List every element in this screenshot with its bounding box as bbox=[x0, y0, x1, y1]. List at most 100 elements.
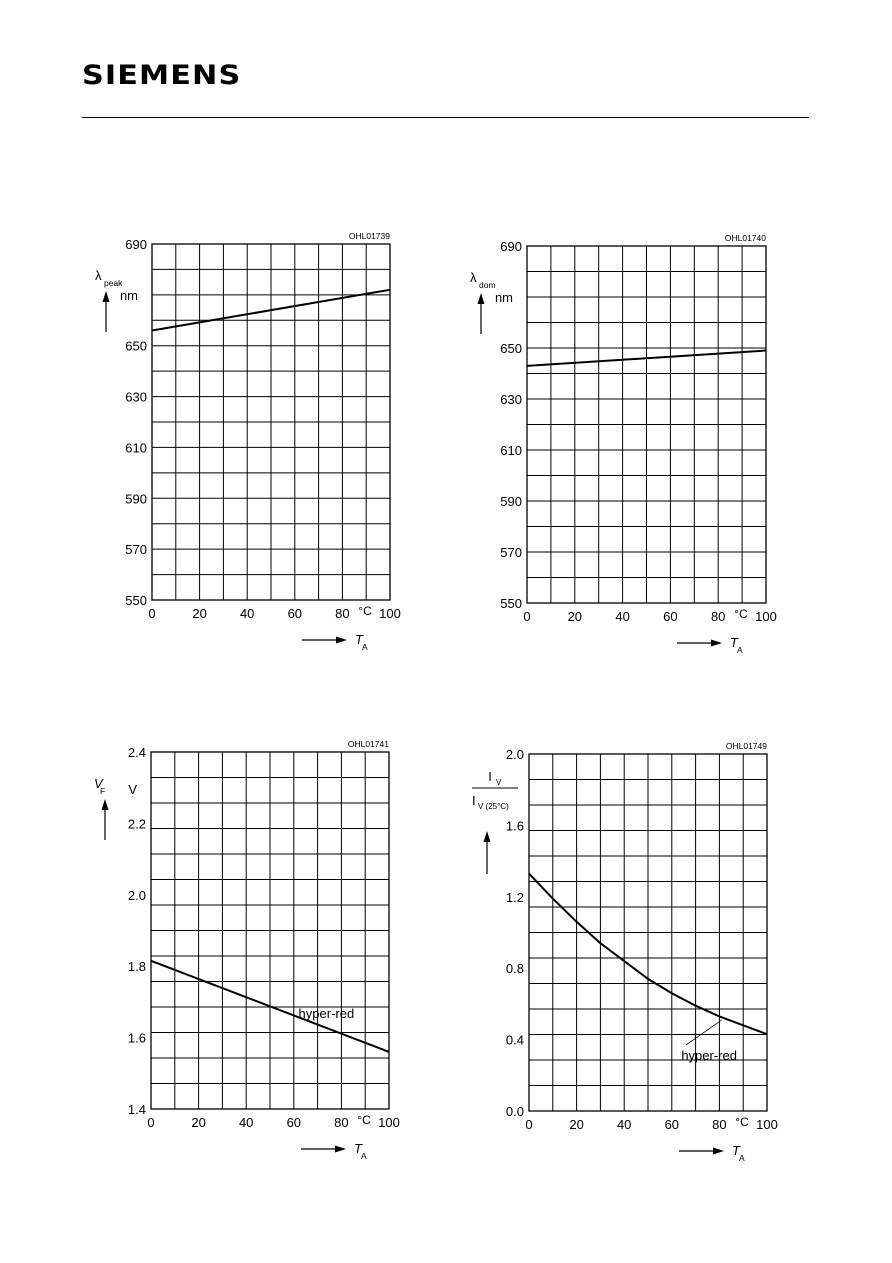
x-tick-label: 80 bbox=[711, 609, 725, 624]
y-tick-label: 550 bbox=[500, 596, 522, 611]
x-tick-label: 60 bbox=[287, 1115, 301, 1130]
y-tick-label: 1.2 bbox=[506, 890, 524, 905]
x-tick-label: 80 bbox=[334, 1115, 348, 1130]
y-tick-label: 650 bbox=[500, 341, 522, 356]
y-axis-numerator-sub: V bbox=[496, 778, 502, 787]
grid bbox=[529, 754, 767, 1111]
chart-code: OHL01739 bbox=[349, 231, 390, 241]
y-tick-label: 690 bbox=[125, 237, 147, 252]
chart-code: OHL01749 bbox=[726, 741, 767, 751]
x-tick-label: 20 bbox=[569, 1117, 583, 1132]
chart-code: OHL01741 bbox=[348, 739, 389, 749]
x-tick-label: 80 bbox=[335, 606, 349, 621]
y-axis-arrow-head bbox=[477, 293, 485, 304]
y-axis-arrow-head bbox=[102, 291, 110, 302]
y-tick-label: 0.0 bbox=[506, 1104, 524, 1119]
y-tick-label: 1.6 bbox=[128, 1031, 146, 1046]
chart-peak-wavelength: 550 570 590 610 630 650 690 0 20 40 60 80 100 °C OHL01… bbox=[95, 231, 401, 652]
y-tick-label: 570 bbox=[125, 542, 147, 557]
x-axis-arrow-head bbox=[711, 639, 722, 647]
y-tick-label: 0.4 bbox=[506, 1033, 524, 1048]
y-axis-subscript: F bbox=[100, 786, 105, 796]
y-tick-label: 630 bbox=[500, 392, 522, 407]
y-tick-label: 0.8 bbox=[506, 961, 524, 976]
y-tick-label: 590 bbox=[125, 491, 147, 506]
x-axis-symbol: T bbox=[354, 1141, 363, 1156]
chart-code: OHL01740 bbox=[725, 233, 766, 243]
series-label-leader bbox=[685, 1019, 723, 1046]
series-label: hyper-red bbox=[681, 1048, 737, 1063]
y-tick-label: 610 bbox=[500, 443, 522, 458]
series-label: hyper-red bbox=[299, 1006, 355, 1021]
y-tick-label: 2.0 bbox=[128, 888, 146, 903]
y-tick-label: 630 bbox=[125, 390, 147, 405]
x-axis-subscript: A bbox=[362, 642, 368, 652]
x-tick-label: 0 bbox=[147, 1115, 154, 1130]
y-tick-label: 650 bbox=[125, 339, 147, 354]
chart-relative-intensity: 0.0 0.4 0.8 1.2 1.6 2.0 0 20 40 60 80 100 °C OHL01749… bbox=[472, 741, 778, 1163]
y-tick-label: 550 bbox=[125, 593, 147, 608]
x-tick-label: 100 bbox=[378, 1115, 400, 1130]
chart-dominant-wavelength: 550 570 590 610 630 650 690 0 20 40 60 80 100 °C OHL01… bbox=[470, 233, 777, 655]
y-tick-label: 2.2 bbox=[128, 816, 146, 831]
plot-frame bbox=[526, 245, 767, 604]
x-tick-label: 40 bbox=[240, 606, 254, 621]
series-line bbox=[150, 959, 390, 1053]
y-tick-label: 1.8 bbox=[128, 959, 146, 974]
x-tick-label: 40 bbox=[615, 609, 629, 624]
y-axis-subscript: dom bbox=[479, 280, 496, 290]
siemens-logo: SIEMENS bbox=[82, 60, 242, 91]
x-tick-label: 100 bbox=[755, 609, 777, 624]
x-tick-label: 40 bbox=[617, 1117, 631, 1132]
y-axis-symbol: V bbox=[94, 776, 104, 791]
y-tick-label: 2.4 bbox=[128, 745, 146, 760]
y-tick-label: 1.4 bbox=[128, 1102, 146, 1117]
y-axis-numerator: I bbox=[488, 769, 492, 784]
y-tick-label: 570 bbox=[500, 545, 522, 560]
y-tick-label: 610 bbox=[125, 440, 147, 455]
x-axis-subscript: A bbox=[737, 645, 743, 655]
y-tick-label: 690 bbox=[500, 239, 522, 254]
y-axis-symbol: λ bbox=[95, 268, 102, 283]
x-tick-label: 80 bbox=[712, 1117, 726, 1132]
x-axis-arrow-head bbox=[713, 1147, 724, 1155]
x-tick-label: 100 bbox=[379, 606, 401, 621]
x-tick-label: 100 bbox=[756, 1117, 778, 1132]
x-tick-label: 0 bbox=[148, 606, 155, 621]
x-axis-symbol: T bbox=[355, 632, 364, 647]
plot-frame bbox=[151, 243, 391, 601]
chart-forward-voltage: 1.4 1.6 1.8 2.0 2.2 2.4 0 20 40 60 80 100 °C OHL01741… bbox=[94, 739, 400, 1161]
header-rule bbox=[82, 117, 809, 118]
x-tick-label: 60 bbox=[288, 606, 302, 621]
x-axis-subscript: A bbox=[361, 1151, 367, 1161]
y-unit: nm bbox=[495, 290, 513, 305]
y-axis-symbol: λ bbox=[470, 270, 477, 285]
x-tick-label: 20 bbox=[191, 1115, 205, 1130]
x-axis-symbol: T bbox=[732, 1143, 741, 1158]
grid bbox=[527, 246, 766, 603]
x-unit: °C bbox=[734, 607, 748, 621]
y-axis-arrow-head bbox=[483, 831, 491, 842]
y-tick-label: 590 bbox=[500, 494, 522, 509]
x-tick-label: 60 bbox=[665, 1117, 679, 1132]
x-tick-label: 20 bbox=[192, 606, 206, 621]
series-line bbox=[151, 288, 391, 332]
x-unit: °C bbox=[735, 1115, 749, 1129]
x-tick-label: 0 bbox=[523, 609, 530, 624]
x-axis-symbol: T bbox=[730, 635, 739, 650]
y-unit: V bbox=[128, 782, 137, 797]
plot-frame bbox=[528, 753, 768, 1112]
x-axis-subscript: A bbox=[739, 1153, 745, 1163]
x-axis-arrow-head bbox=[336, 636, 347, 644]
y-axis-denominator-sub: V (25°C) bbox=[478, 802, 509, 811]
x-unit: °C bbox=[358, 604, 372, 618]
grid bbox=[152, 244, 390, 600]
x-tick-label: 0 bbox=[525, 1117, 532, 1132]
x-unit: °C bbox=[357, 1113, 371, 1127]
grid bbox=[151, 752, 389, 1109]
y-tick-label: 1.6 bbox=[506, 818, 524, 833]
y-unit: nm bbox=[120, 288, 138, 303]
y-axis-subscript: peak bbox=[104, 278, 123, 288]
series-line bbox=[528, 872, 768, 1036]
